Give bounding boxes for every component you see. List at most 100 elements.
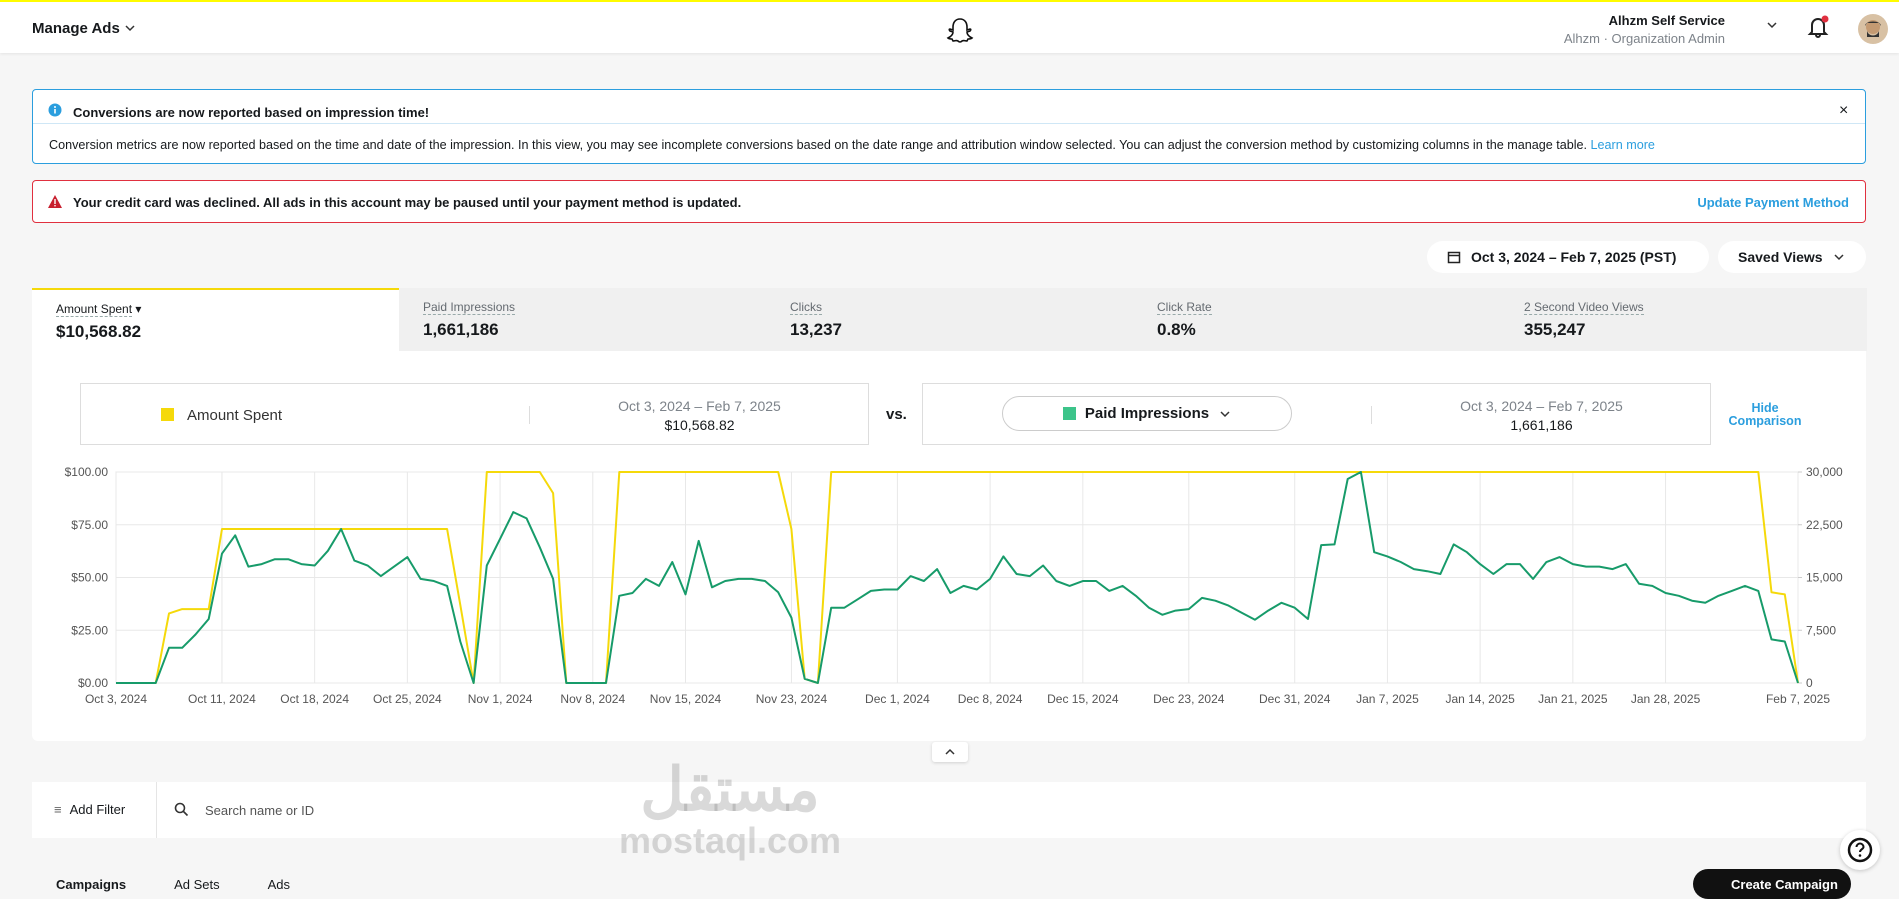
legend-label: Amount Spent bbox=[187, 407, 283, 424]
entity-tabs: Campaigns Ad Sets Ads bbox=[56, 877, 290, 892]
metric-value: $10,568.82 bbox=[56, 322, 142, 341]
x-tick-label: Jan 7, 2025 bbox=[1356, 692, 1419, 706]
x-tick-label: Nov 8, 2024 bbox=[560, 692, 625, 706]
y-tick-label: $25.00 bbox=[71, 623, 108, 637]
metric-label: Clicks bbox=[790, 300, 822, 315]
y-tick-label: $100.00 bbox=[65, 465, 109, 479]
vs-label: vs. bbox=[886, 406, 907, 423]
add-filter[interactable]: ≡ Add Filter bbox=[54, 802, 126, 817]
metric-label: Amount Spent bbox=[56, 302, 133, 317]
x-tick-label: Nov 15, 2024 bbox=[650, 692, 722, 706]
x-tick-label: Dec 31, 2024 bbox=[1259, 692, 1331, 706]
metric-tab[interactable]: Amount Spent ▾ $10,568.82 bbox=[32, 288, 399, 351]
help-button[interactable] bbox=[1840, 830, 1880, 870]
avatar[interactable] bbox=[1858, 14, 1888, 44]
metric-label: Click Rate bbox=[1157, 300, 1212, 315]
x-tick-label: Dec 8, 2024 bbox=[958, 692, 1023, 706]
metric-tab[interactable]: Click Rate 0.8% bbox=[1133, 288, 1500, 351]
chevron[interactable] bbox=[1766, 20, 1778, 30]
account-switcher[interactable]: Alhzm Self Service Alhzm · Organization … bbox=[1564, 13, 1725, 46]
x-tick-label: Jan 21, 2025 bbox=[1538, 692, 1608, 706]
y2-tick-label: 22,500 bbox=[1806, 518, 1843, 532]
tab-ads[interactable]: Ads bbox=[267, 877, 291, 892]
x-tick-label: Jan 28, 2025 bbox=[1631, 692, 1701, 706]
collapse-button[interactable] bbox=[932, 742, 968, 762]
tab-campaigns[interactable]: Campaigns bbox=[56, 877, 127, 892]
alert-text: Your credit card was declined. All ads i… bbox=[73, 195, 742, 210]
y-tick-label: $75.00 bbox=[71, 518, 108, 532]
metric-label: Paid Impressions bbox=[423, 300, 516, 315]
metric-value: 1,661,186 bbox=[423, 320, 499, 339]
chevron bbox=[1220, 410, 1230, 417]
metric-label: 2 Second Video Views bbox=[1524, 300, 1644, 315]
x-tick-label: Oct 18, 2024 bbox=[280, 692, 349, 706]
metric-value: 13,237 bbox=[790, 320, 842, 339]
info-icon bbox=[48, 103, 62, 117]
x-tick-label: Dec 15, 2024 bbox=[1047, 692, 1119, 706]
chevron bbox=[1834, 254, 1844, 261]
alert-banner: Your credit card was declined. All ads i… bbox=[32, 180, 1866, 223]
account-name: Alhzm Self Service bbox=[1608, 13, 1725, 28]
calendar-icon bbox=[1447, 251, 1461, 264]
snapchat-logo bbox=[946, 18, 974, 43]
metric-tab[interactable]: 2 Second Video Views 355,247 bbox=[1500, 288, 1867, 351]
metric-tab[interactable]: Paid Impressions 1,661,186 bbox=[399, 288, 766, 351]
update-payment-link[interactable]: Update Payment Method bbox=[1697, 195, 1849, 210]
info-text: Conversion metrics are now reported base… bbox=[49, 138, 1588, 152]
metric-value: 0.8% bbox=[1157, 320, 1196, 339]
legend-swatch bbox=[161, 408, 174, 421]
top-bar: Manage Ads Alhzm Self Service Alhzm · Or… bbox=[0, 0, 1899, 53]
account-role: Alhzm · Organization Admin bbox=[1563, 31, 1725, 46]
saved-views[interactable]: Saved Views bbox=[1718, 241, 1866, 273]
metric-tab[interactable]: Clicks 13,237 bbox=[766, 288, 1133, 351]
filter-bar: ≡ Add Filter Search name or ID bbox=[32, 782, 1866, 838]
x-tick-label: Nov 1, 2024 bbox=[468, 692, 533, 706]
y-tick-label: $0.00 bbox=[78, 676, 108, 690]
close-button[interactable]: × bbox=[1839, 102, 1849, 119]
y2-tick-label: 30,000 bbox=[1806, 465, 1843, 479]
page-title[interactable]: Manage Ads bbox=[32, 20, 136, 37]
x-tick-label: Oct 11, 2024 bbox=[188, 692, 256, 706]
x-tick-label: Oct 3, 2024 bbox=[85, 692, 147, 706]
info-title: Conversions are now reported based on im… bbox=[73, 105, 430, 120]
create-campaign-button[interactable]: Create Campaign bbox=[1693, 869, 1851, 899]
hide-comparison[interactable]: Hide Comparison bbox=[1728, 401, 1802, 428]
search-input[interactable]: Search name or ID bbox=[205, 803, 315, 818]
x-tick-label: Oct 25, 2024 bbox=[373, 692, 442, 706]
total-text: $10,568.82 bbox=[664, 417, 735, 433]
legend-swatch bbox=[1062, 407, 1076, 420]
x-tick-label: Jan 14, 2025 bbox=[1445, 692, 1515, 706]
tab-ad-sets[interactable]: Ad Sets bbox=[174, 877, 220, 892]
x-tick-label: Dec 1, 2024 bbox=[865, 692, 930, 706]
add-filter-text: Add Filter bbox=[69, 802, 126, 817]
learn-more-link[interactable]: Learn more bbox=[1590, 138, 1655, 152]
date-range-picker[interactable]: Oct 3, 2024 – Feb 7, 2025 (PST) bbox=[1427, 241, 1709, 273]
x-tick-label: Nov 23, 2024 bbox=[756, 692, 828, 706]
series-line bbox=[116, 471, 1799, 684]
date-range-text: Oct 3, 2024 – Feb 7, 2025 (PST) bbox=[1471, 249, 1677, 265]
total-text: 1,661,186 bbox=[1510, 417, 1573, 433]
y-tick-label: $50.00 bbox=[71, 571, 108, 585]
metric-value: 355,247 bbox=[1524, 320, 1586, 339]
y2-tick-label: 0 bbox=[1806, 676, 1813, 690]
notifications[interactable] bbox=[1806, 14, 1830, 40]
create-text: Create Campaign bbox=[1731, 877, 1838, 892]
warning-icon bbox=[48, 195, 62, 208]
metric-select[interactable]: Paid Impressions bbox=[1002, 396, 1292, 431]
chevron bbox=[125, 25, 135, 32]
info-body: Conversion metrics are now reported base… bbox=[49, 138, 1655, 152]
x-tick-label: Dec 23, 2024 bbox=[1153, 692, 1225, 706]
dropdown-arrow: ▾ bbox=[132, 302, 142, 316]
info-banner: Conversions are now reported based on im… bbox=[32, 89, 1866, 164]
comparison-b: Paid Impressions Oct 3, 2024 – Feb 7, 20… bbox=[922, 383, 1711, 445]
search-icon bbox=[174, 802, 189, 817]
series-line bbox=[116, 471, 1799, 684]
y2-tick-label: 15,000 bbox=[1806, 571, 1843, 585]
comparison-a: Amount Spent Oct 3, 2024 – Feb 7, 2025 $… bbox=[80, 383, 869, 445]
y2-tick-label: 7,500 bbox=[1806, 623, 1836, 637]
title-text: Manage Ads bbox=[32, 20, 120, 37]
range-text: Oct 3, 2024 – Feb 7, 2025 bbox=[618, 398, 781, 414]
saved-views-text: Saved Views bbox=[1738, 249, 1823, 265]
